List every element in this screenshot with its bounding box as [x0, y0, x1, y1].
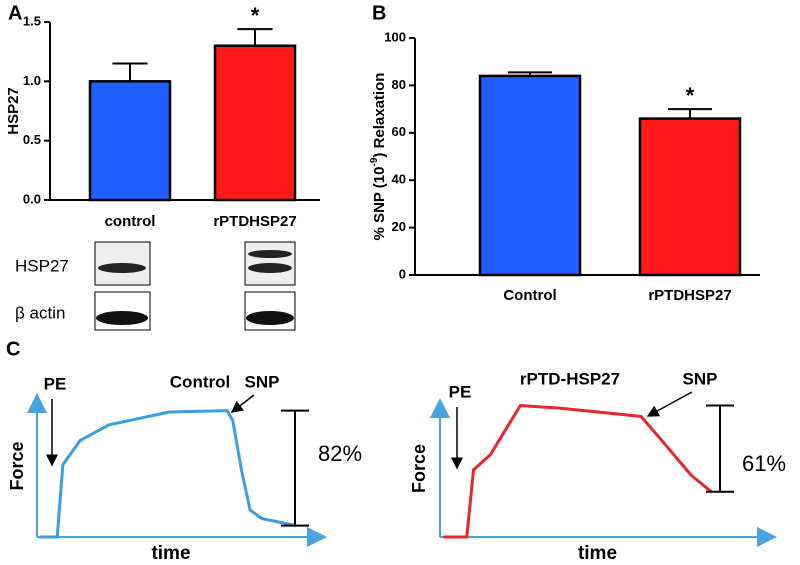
snp-arrow [230, 394, 255, 413]
x-tick-label: control [105, 213, 156, 230]
y-axis-label: Force [409, 444, 429, 493]
trace [39, 409, 297, 539]
blot-label: HSP27 [15, 256, 69, 275]
y-axis-label: HSP27 [5, 87, 22, 135]
y-axis-label-part: % SNP (10 [371, 167, 388, 241]
trace-title: Control [170, 372, 230, 391]
relaxation-label: 61% [742, 451, 786, 476]
x-tick-label: rPTDHSP27 [648, 287, 731, 304]
y-tick-label: 80 [392, 77, 406, 92]
relaxation-label: 82% [318, 441, 362, 466]
snp-label: SNP [245, 372, 280, 391]
bar [478, 74, 582, 277]
bar [638, 117, 742, 277]
y-tick-label: 1.0 [23, 73, 41, 88]
y-tick-label: 0 [399, 266, 406, 281]
significance: * [686, 83, 695, 108]
y-tick-label: 1.5 [23, 13, 41, 28]
pe-label: PE [44, 374, 67, 393]
y-axis-label: Force [7, 441, 27, 490]
x-tick-label: Control [503, 287, 556, 304]
significance: * [251, 3, 260, 28]
blots [94, 241, 296, 331]
y-axis-label: % SNP (10-9) Relaxation [369, 73, 388, 241]
blot-label: β actin [15, 303, 65, 322]
pe-label: PE [449, 382, 472, 401]
y-axis-label-part: -9 [369, 157, 380, 166]
panel-label: A [8, 2, 22, 24]
panel-label: C [6, 338, 20, 360]
trace-title: rPTD-HSP27 [520, 369, 620, 388]
panel-label: B [372, 2, 386, 24]
bar [213, 44, 297, 202]
trace [443, 404, 713, 539]
snp-label: SNP [683, 369, 718, 388]
y-tick-label: 20 [392, 219, 406, 234]
y-tick-label: 100 [384, 29, 406, 44]
y-tick-label: 40 [392, 172, 406, 187]
x-axis-label: time [151, 543, 190, 564]
y-axis-label-part: ) Relaxation [371, 73, 388, 158]
y-tick-label: 0.0 [23, 191, 41, 206]
bar [88, 80, 172, 202]
x-tick-label: rPTDHSP27 [213, 213, 296, 230]
y-tick-label: 60 [392, 124, 406, 139]
snp-arrow [646, 391, 693, 417]
x-axis-label: time [578, 543, 617, 564]
y-tick-label: 0.5 [23, 132, 41, 147]
